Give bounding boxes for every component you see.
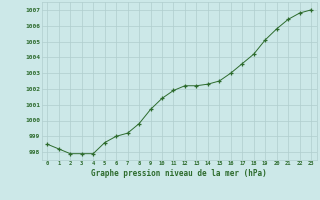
X-axis label: Graphe pression niveau de la mer (hPa): Graphe pression niveau de la mer (hPa) (91, 169, 267, 178)
